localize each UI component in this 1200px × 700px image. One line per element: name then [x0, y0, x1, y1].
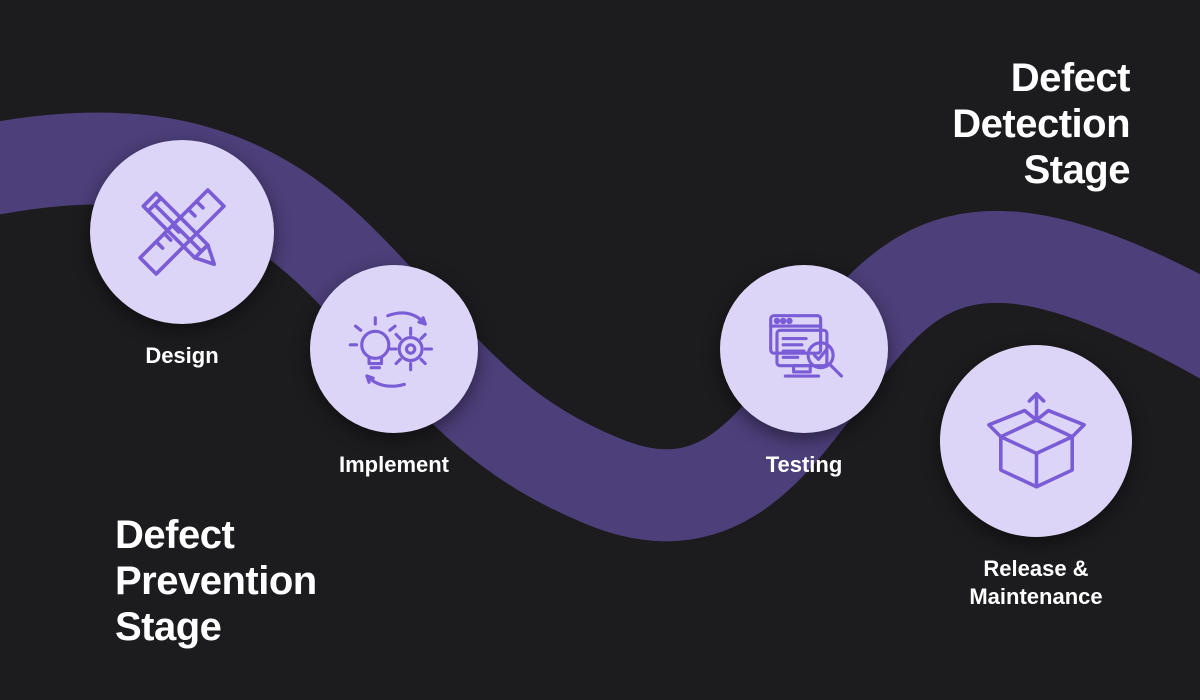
node-circle — [940, 345, 1132, 537]
title-line: Defect — [115, 512, 317, 558]
left-stage-title: Defect Prevention Stage — [115, 512, 317, 650]
monitor-check-icon — [752, 297, 856, 401]
node-label: Implement — [339, 451, 449, 479]
ruler-pencil-icon — [125, 175, 239, 289]
box-up-icon — [977, 382, 1096, 501]
label-line: Release & — [969, 555, 1102, 583]
title-line: Prevention — [115, 558, 317, 604]
node-circle — [310, 265, 478, 433]
node-circle — [720, 265, 888, 433]
title-line: Stage — [952, 147, 1130, 193]
node-design: Design — [90, 140, 274, 370]
node-label: Release & Maintenance — [969, 555, 1102, 610]
title-line: Stage — [115, 604, 317, 650]
title-line: Defect — [952, 55, 1130, 101]
right-stage-title: Defect Detection Stage — [952, 55, 1130, 193]
node-implement: Implement — [310, 265, 478, 479]
node-label: Design — [145, 342, 218, 370]
label-line: Maintenance — [969, 583, 1102, 611]
node-label: Testing — [766, 451, 843, 479]
title-line: Detection — [952, 101, 1130, 147]
node-circle — [90, 140, 274, 324]
diagram-canvas: Defect Prevention Stage Defect Detection… — [0, 0, 1200, 700]
idea-gear-icon — [342, 297, 446, 401]
node-testing: Testing — [720, 265, 888, 479]
node-release: Release & Maintenance — [940, 345, 1132, 610]
